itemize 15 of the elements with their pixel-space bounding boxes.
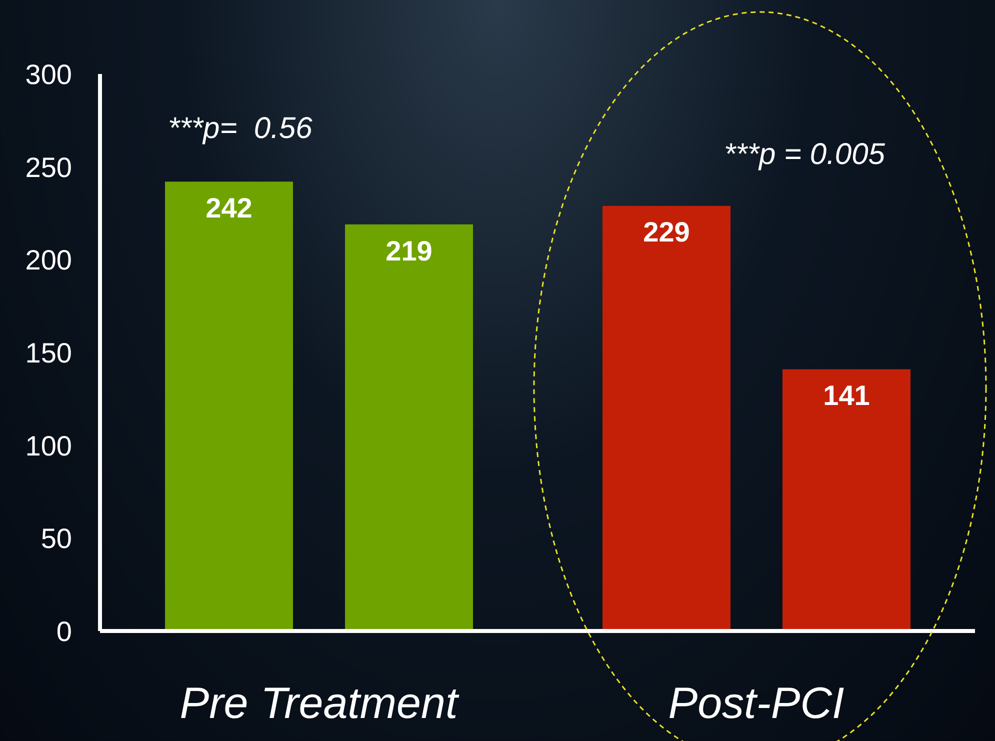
y-tick-label: 50	[40, 523, 72, 554]
x-tick-label: Post-PCI	[668, 679, 844, 728]
data-label: 219	[386, 235, 432, 266]
y-tick-label: 200	[25, 244, 72, 276]
data-label: 141	[823, 380, 870, 412]
annotation: ***p = 0.005	[724, 138, 885, 172]
y-tick-label: 300	[25, 58, 72, 90]
y-tick-label: 250	[25, 152, 72, 183]
data-label: 229	[643, 216, 690, 248]
y-tick-label: 150	[25, 337, 72, 368]
annotation: ***p= 0.56	[168, 112, 312, 146]
data-label: 242	[206, 192, 252, 224]
y-tick-label: 0	[56, 616, 72, 647]
y-tick-label: 100	[25, 430, 72, 462]
x-tick-label: Pre Treatment	[180, 679, 460, 728]
